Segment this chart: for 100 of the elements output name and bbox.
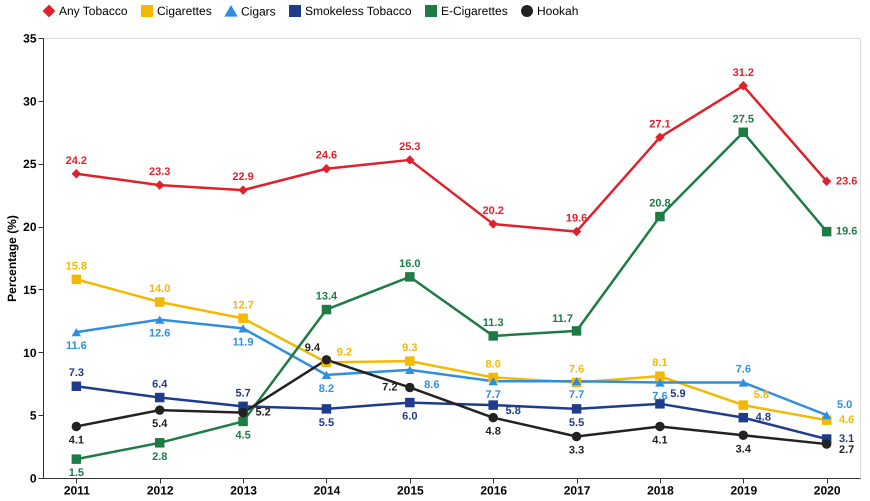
legend-label: Hookah [537,4,578,18]
data-label: 4.6 [839,414,854,426]
point [822,226,832,236]
data-label: 8.0 [486,358,501,370]
data-label: 4.5 [235,429,251,442]
point [738,412,748,422]
data-label: 5.5 [318,416,334,429]
data-label: 24.2 [66,154,88,167]
y-tick-label: 30 [23,94,37,108]
data-label: 3.1 [839,433,854,446]
data-label: 2.7 [839,444,854,456]
point [154,392,164,402]
y-tick-label: 35 [23,32,37,46]
data-label: 11.9 [232,336,254,348]
data-label: 5.4 [152,418,168,430]
data-label: 11.7 [552,312,573,325]
point [488,412,498,422]
point [405,272,415,282]
point [154,180,164,190]
y-tick-label: 5 [30,408,37,423]
point [405,398,415,408]
data-label: 6.4 [152,378,168,391]
data-label: 27.1 [649,118,671,130]
data-label: 19.6 [566,212,588,225]
point [738,378,748,387]
point [322,370,332,380]
point [72,328,82,336]
point [405,356,415,366]
data-label: 11.3 [482,316,504,329]
point [488,219,498,229]
point [405,382,415,392]
x-tick-label: 2013 [230,484,258,498]
point [822,439,832,449]
point [154,405,164,415]
point [72,381,82,391]
point [655,212,665,222]
x-tick-label: 2016 [480,484,508,498]
data-label: 4.1 [652,434,668,446]
point [572,404,582,414]
data-label: 7.6 [568,363,584,376]
point [488,400,498,410]
point [322,355,332,365]
data-label: 8.6 [424,378,440,391]
data-label: 13.4 [316,290,338,303]
x-tick-label: 2017 [564,484,591,498]
data-label: 23.3 [149,166,170,178]
point [154,438,164,448]
data-label: 5.0 [837,399,852,412]
data-label: 7.7 [568,389,584,402]
data-label: 22.9 [232,171,254,184]
point [822,176,832,186]
data-label: 7.6 [736,363,751,376]
data-label: 11.6 [66,340,87,352]
x-tick-label: 2014 [314,484,341,498]
point [572,432,582,442]
data-label: 9.3 [402,342,418,354]
x-tick-label: 2018 [647,484,674,498]
point [154,315,164,324]
y-tick-label: 15 [23,282,37,297]
data-label: 5.8 [754,389,769,402]
legend-label: E-Cigarettes [441,4,508,18]
point [488,331,498,341]
data-label: 12.7 [232,299,254,312]
point [238,416,248,426]
data-label: 3.3 [568,444,584,457]
point [655,132,665,142]
data-label: 3.4 [736,443,752,456]
legend-label: Any Tobacco [59,4,128,18]
data-label: 16.0 [399,258,421,270]
legend-label: Cigarettes [157,4,212,18]
point [72,274,82,284]
point [405,155,415,165]
point [488,377,498,386]
point [322,164,332,174]
data-label: 5.5 [568,416,584,429]
data-label: 9.2 [336,346,352,358]
point [72,454,82,464]
point [738,128,748,138]
data-label: 15.8 [66,260,88,272]
point [738,81,748,91]
point [72,169,82,179]
y-tick-label: 20 [23,220,37,234]
x-tick-label: 2020 [814,484,841,498]
data-label: 20.8 [649,198,671,210]
x-tick-label: 2015 [396,484,424,498]
data-label: 25.3 [399,140,421,153]
y-tick-label: 25 [23,157,37,172]
point [154,297,164,307]
point [572,326,582,336]
point [322,304,332,314]
point [822,411,832,420]
point [238,324,248,333]
point [572,226,582,236]
data-label: 4.8 [486,426,501,438]
data-label: 24.6 [316,150,338,162]
data-label: 5.7 [235,387,251,400]
point [238,314,248,324]
legend-label: Smokeless Tobacco [305,4,412,18]
data-label: 7.2 [382,381,398,394]
legend-label: Cigars [241,4,276,18]
